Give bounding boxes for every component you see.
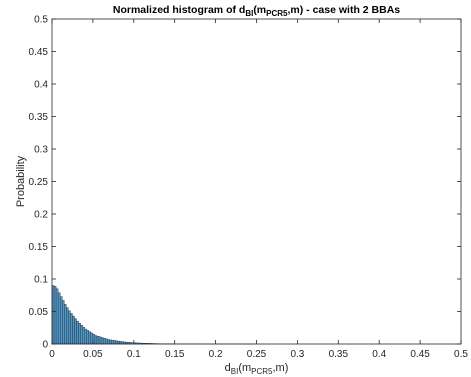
histogram-bar [68,310,71,345]
histogram-bar [100,337,104,345]
x-tick-label: 0.3 [290,349,304,360]
y-tick-label: 0.35 [29,112,49,123]
x-tick-label: 0.5 [454,349,468,360]
histogram-bar [113,340,116,345]
histogram-bar [82,326,85,345]
histogram-bar [88,331,92,345]
x-tick-label: 0.15 [165,349,185,360]
histogram-bar [78,323,81,345]
histogram-bar [55,288,59,345]
histogram-bar [104,338,108,345]
y-tick-label: 0.3 [34,145,48,156]
histogram-bar [70,313,73,345]
histogram-bar [66,307,69,345]
histogram-bar [84,328,87,345]
histogram-bar [64,304,67,345]
histogram-bar [111,339,114,345]
x-tick-label: 0.4 [372,349,386,360]
y-tick-label: 0.05 [29,307,49,318]
x-tick-label: 0.1 [127,349,141,360]
histogram-bar [74,318,77,345]
plot-area [52,19,461,344]
histogram-bar [60,296,63,345]
y-tick-label: 0.1 [34,275,48,286]
x-axis-ticks: 0 0.05 0.1 0.15 0.2 0.25 0.3 0.35 0.4 0.45 0.5 [49,19,468,360]
histogram-bar [53,285,57,345]
histogram-bar [115,340,118,345]
histogram-bar [86,330,89,345]
y-tick-label: 0.15 [29,242,49,253]
x-tick-label: 0 [49,349,55,360]
histogram-bar [107,339,110,345]
histogram-bar [102,337,106,345]
histogram-bar [98,336,102,345]
histogram-bar [96,336,100,345]
histogram-bar [94,335,98,345]
y-tick-label: 0.45 [29,47,49,58]
histogram-bar [109,339,112,345]
x-tick-label: 0.45 [410,349,430,360]
chart-title: Normalized histogram of dBI(mPCR5,m) - c… [113,4,400,18]
axes-box [51,18,462,345]
y-tick-label: 0.25 [29,177,49,188]
histogram-bar [62,300,65,345]
histogram-bar [80,324,83,345]
x-tick-label: 0.2 [209,349,223,360]
x-axis-label: dBI(mPCR5,m) [225,362,289,376]
y-tick-label: 0 [42,340,48,351]
histogram-bar [72,315,75,345]
histogram-bar [117,340,120,345]
y-tick-label: 0.5 [34,15,48,26]
x-tick-label: 0.25 [247,349,267,360]
y-axis-label: Probability [15,155,27,207]
histogram-bar [76,321,79,345]
y-tick-label: 0.4 [34,80,48,91]
x-tick-label: 0.05 [83,349,103,360]
x-tick-label: 0.35 [329,349,349,360]
y-tick-label: 0.2 [34,210,48,221]
histogram-bar [57,292,61,345]
